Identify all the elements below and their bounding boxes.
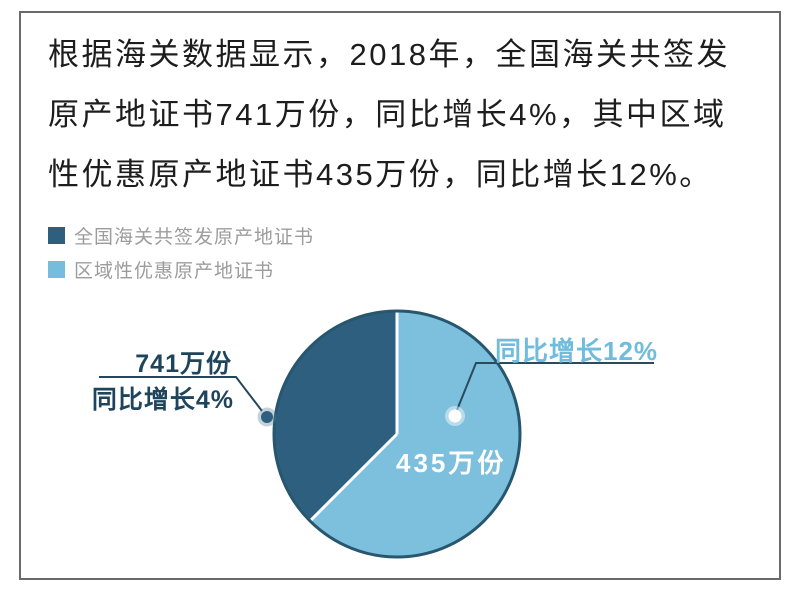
headline-line-2: 原产地证书741万份，同比增长4%，其中区域	[48, 97, 727, 132]
label-light-value: 435万份	[396, 448, 507, 478]
callout-line-light	[456, 362, 654, 411]
callout-line-dark	[99, 376, 263, 412]
pie-outline	[272, 309, 522, 559]
legend-label-regional: 区域性优惠原产地证书	[74, 261, 275, 282]
legend: 全国海关共签发原产地证书 区域性优惠原产地证书	[48, 227, 314, 295]
frame-border	[19, 11, 781, 580]
pie-slice	[274, 311, 397, 521]
label-light-growth: 同比增长12%	[495, 336, 659, 366]
callout-dot-white-icon	[448, 409, 462, 423]
pie-slices-group	[272, 309, 522, 559]
headline-line-1: 根据海关数据显示，2018年，全国海关共签发	[48, 37, 730, 72]
pie-divider	[309, 432, 399, 522]
label-dark-value: 741万份	[135, 350, 232, 378]
headline: 根据海关数据显示，2018年，全国海关共签发 原产地证书741万份，同比增长4%…	[48, 25, 763, 205]
legend-item-national: 全国海关共签发原产地证书	[48, 227, 314, 248]
headline-line-3: 性优惠原产地证书435万份，同比增长12%。	[48, 157, 713, 192]
callout-dot-dark-icon	[261, 411, 273, 423]
legend-swatch-dark-icon	[48, 227, 65, 244]
legend-item-regional: 区域性优惠原产地证书	[48, 261, 314, 282]
pie-slice	[310, 311, 520, 557]
legend-label-national: 全国海关共签发原产地证书	[74, 227, 315, 248]
legend-swatch-light-icon	[48, 261, 65, 278]
label-dark-growth: 同比增长4%	[91, 386, 234, 414]
